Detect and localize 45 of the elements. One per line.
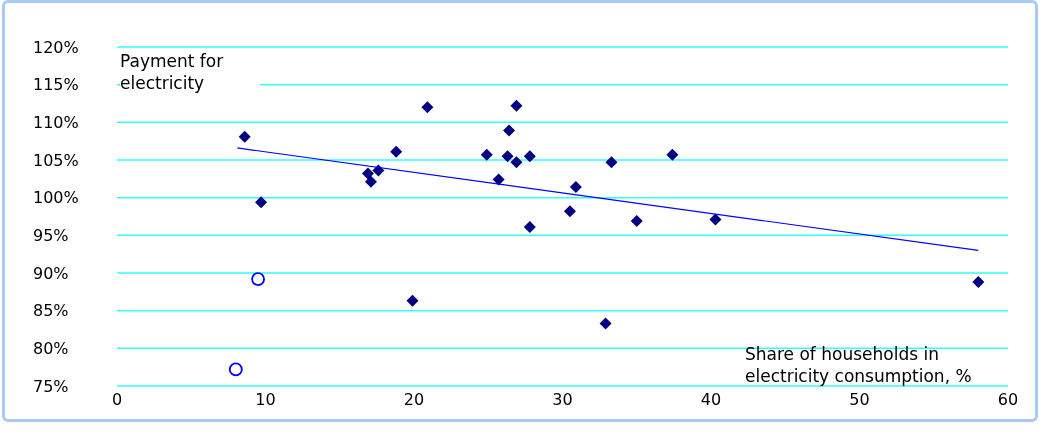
x-tick-label: 30	[552, 390, 573, 410]
point	[666, 148, 679, 161]
point	[238, 130, 251, 143]
point	[361, 167, 374, 180]
point	[480, 148, 493, 161]
point	[421, 101, 434, 114]
y-tick-label: 95%	[33, 226, 69, 246]
y-tick-label: 80%	[33, 339, 69, 359]
x-tick-label: 40	[700, 390, 722, 410]
x-axis-title: Share of households in electricity consumption, %	[745, 343, 973, 387]
point	[599, 317, 612, 330]
point	[372, 164, 385, 177]
point	[563, 205, 576, 218]
y-tick-label: 100%	[33, 188, 79, 208]
point	[523, 221, 536, 234]
y-tick-label: 75%	[33, 376, 69, 396]
point	[630, 215, 643, 228]
point	[503, 124, 516, 137]
point	[972, 276, 985, 289]
y-tick-label: 85%	[33, 301, 69, 321]
point	[406, 294, 419, 307]
point	[605, 156, 618, 169]
y-tick-label: 115%	[33, 75, 79, 95]
point	[510, 99, 523, 112]
point	[501, 150, 514, 163]
point	[569, 181, 582, 194]
x-tick-label: 60	[997, 390, 1019, 410]
point	[251, 272, 265, 286]
point	[510, 156, 523, 169]
y-axis-title: Payment for electricity	[120, 50, 260, 94]
point	[709, 213, 722, 226]
y-tick-label: 90%	[33, 263, 69, 283]
x-tick-label: 10	[255, 390, 276, 410]
x-tick-label: 0	[111, 390, 123, 410]
point	[255, 196, 268, 209]
point	[364, 175, 377, 188]
point	[523, 150, 536, 163]
y-tick-label: 105%	[33, 150, 79, 170]
x-tick-label: 20	[403, 390, 425, 410]
y-tick-label: 110%	[33, 113, 79, 133]
y-tick-label: 120%	[33, 37, 79, 57]
point	[492, 173, 505, 186]
point	[228, 362, 243, 377]
x-tick-label: 50	[849, 390, 870, 410]
point	[390, 145, 403, 158]
